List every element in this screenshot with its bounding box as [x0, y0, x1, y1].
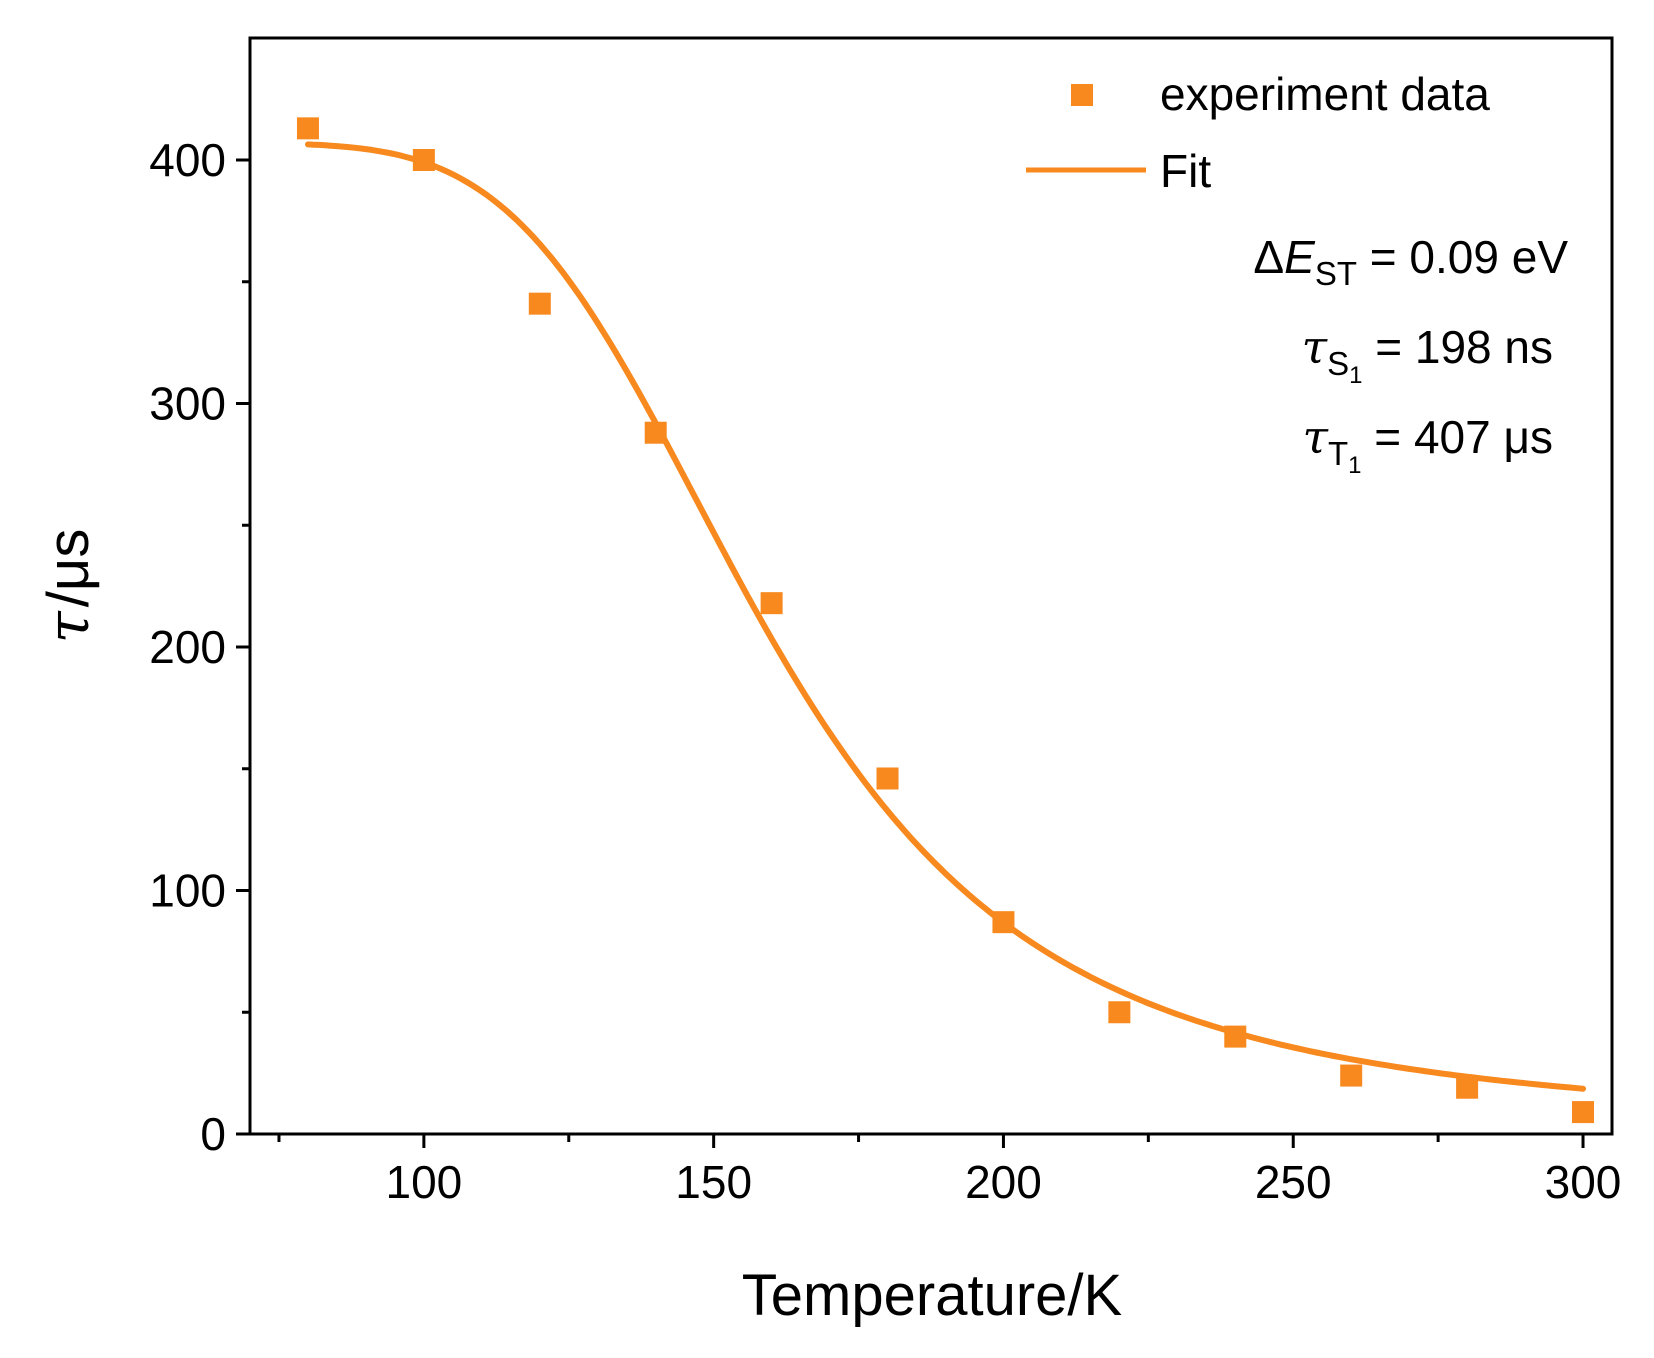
legend: experiment data Fit	[1026, 68, 1490, 197]
x-axis-title: Temperature/K	[742, 1263, 1123, 1328]
data-point	[1224, 1025, 1247, 1048]
data-point	[876, 767, 899, 790]
annotation-delta-est: ΔEST = 0.09 eV	[1253, 231, 1568, 292]
x-tick-label: 300	[1545, 1156, 1622, 1208]
y-tick-label: 200	[149, 621, 226, 673]
data-point	[1456, 1076, 1479, 1099]
legend-label-experiment: experiment data	[1160, 68, 1490, 120]
y-tick-label: 0	[200, 1108, 226, 1160]
data-point	[412, 149, 435, 171]
data-point	[644, 421, 667, 444]
data-point	[1572, 1101, 1595, 1124]
data-point	[1108, 1001, 1131, 1024]
annotation-tau-s1: τS1 = 198 ns	[1302, 320, 1553, 389]
data-point	[528, 292, 551, 315]
marker-layer	[296, 117, 1595, 1124]
y-axis-title: τ/μs	[34, 529, 102, 644]
x-tick-label: 200	[965, 1156, 1042, 1208]
y-tick-label: 300	[149, 378, 226, 430]
x-tick-label: 150	[675, 1156, 752, 1208]
x-tick-label: 250	[1255, 1156, 1332, 1208]
fit-layer	[305, 141, 1586, 1092]
y-tick-label: 400	[149, 134, 226, 186]
legend-label-fit: Fit	[1160, 145, 1211, 197]
fit-parameters: ΔEST = 0.09 eV τS1 = 198 ns τT1 = 407 μs	[1253, 231, 1568, 479]
svg-text:τ/μs: τ/μs	[34, 529, 102, 644]
y-axis-symbol: τ	[34, 610, 102, 643]
annotation-tau-t1: τT1 = 407 μs	[1303, 410, 1553, 479]
data-point	[1340, 1064, 1363, 1087]
fit-line	[305, 141, 1586, 1092]
y-axis-unit: /μs	[36, 529, 101, 608]
axis-ticks	[236, 158, 1585, 1148]
data-point	[760, 592, 783, 615]
data-point	[992, 911, 1015, 934]
plot-frame	[248, 36, 1614, 1136]
y-tick-label: 100	[149, 865, 226, 917]
x-tick-label: 100	[385, 1156, 462, 1208]
data-point	[296, 117, 319, 140]
legend-marker-experiment	[1071, 84, 1093, 106]
tick-labels: 100 150 200 250 300 0 100 200 300 400	[149, 134, 1621, 1208]
